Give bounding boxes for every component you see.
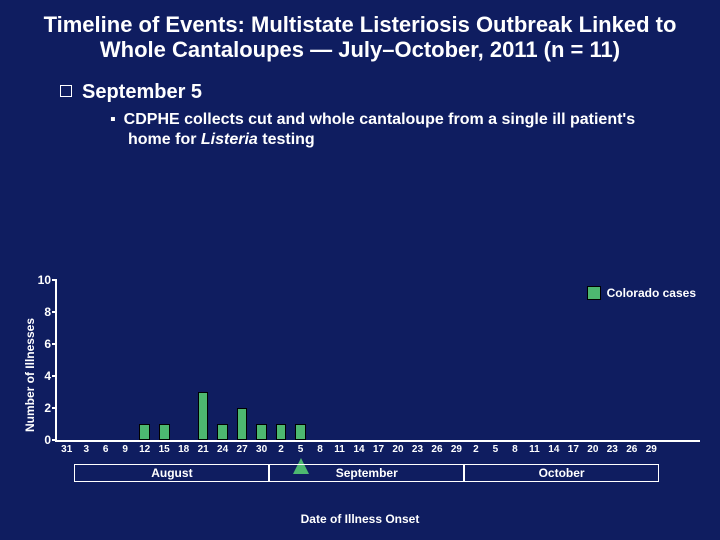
x-tick-label: 2 bbox=[473, 444, 479, 455]
x-tick-label: 20 bbox=[587, 444, 598, 455]
y-tick-mark bbox=[52, 439, 57, 441]
x-tick-label: 5 bbox=[298, 444, 304, 455]
x-tick-label: 9 bbox=[122, 444, 128, 455]
y-tick-label: 2 bbox=[29, 401, 51, 415]
y-tick-label: 4 bbox=[29, 369, 51, 383]
bar bbox=[276, 424, 287, 440]
x-tick-label: 17 bbox=[373, 444, 384, 455]
x-tick-label: 8 bbox=[512, 444, 518, 455]
bar bbox=[256, 424, 267, 440]
x-tick-label: 17 bbox=[568, 444, 579, 455]
x-tick-label: 29 bbox=[451, 444, 462, 455]
y-tick-label: 6 bbox=[29, 337, 51, 351]
y-tick-label: 10 bbox=[29, 273, 51, 287]
x-tick-label: 18 bbox=[178, 444, 189, 455]
x-tick-label: 11 bbox=[529, 444, 540, 455]
x-tick-label: 26 bbox=[431, 444, 442, 455]
bar bbox=[295, 424, 306, 440]
x-tick-label: 12 bbox=[139, 444, 150, 455]
x-tick-label: 3 bbox=[83, 444, 89, 455]
x-tick-label: 8 bbox=[317, 444, 323, 455]
bar bbox=[159, 424, 170, 440]
square-filled-bullet-icon: ▪ bbox=[110, 111, 116, 128]
month-cell: August bbox=[74, 464, 269, 482]
bullet-list: September 5 ▪CDPHE collects cut and whol… bbox=[0, 81, 720, 150]
x-tick-label: 24 bbox=[217, 444, 228, 455]
x-tick-label: 6 bbox=[103, 444, 109, 455]
bullet-date-text: September 5 bbox=[82, 81, 202, 103]
x-tick-label: 26 bbox=[626, 444, 637, 455]
bar bbox=[198, 392, 209, 440]
legend-label: Colorado cases bbox=[607, 286, 696, 300]
x-tick-label: 14 bbox=[548, 444, 559, 455]
x-tick-label: 2 bbox=[278, 444, 284, 455]
page-title: Timeline of Events: Multistate Listerios… bbox=[0, 0, 720, 71]
legend-swatch-icon bbox=[587, 286, 601, 300]
bar bbox=[237, 408, 248, 440]
bar bbox=[217, 424, 228, 440]
y-tick-mark bbox=[52, 279, 57, 281]
x-tick-label: 23 bbox=[607, 444, 618, 455]
x-tick-label: 15 bbox=[159, 444, 170, 455]
x-tick-label: 11 bbox=[334, 444, 345, 455]
y-tick-label: 0 bbox=[29, 433, 51, 447]
month-axis-row: AugustSeptemberOctober bbox=[55, 464, 700, 482]
bullet-level2: ▪CDPHE collects cut and whole cantaloupe… bbox=[110, 110, 660, 150]
plot-area: Colorado cases 0246810313691215182124273… bbox=[55, 280, 700, 442]
bullet-sub-post: testing bbox=[258, 131, 315, 148]
month-cell: September bbox=[269, 464, 464, 482]
x-tick-label: 31 bbox=[61, 444, 72, 455]
square-bullet-icon bbox=[60, 85, 72, 97]
bullet-sub-italic: Listeria bbox=[201, 131, 258, 148]
bar bbox=[139, 424, 150, 440]
x-tick-label: 14 bbox=[353, 444, 364, 455]
x-axis-label: Date of Illness Onset bbox=[10, 512, 710, 526]
x-tick-label: 23 bbox=[412, 444, 423, 455]
month-cell: October bbox=[464, 464, 659, 482]
legend: Colorado cases bbox=[587, 286, 696, 300]
y-tick-mark bbox=[52, 407, 57, 409]
x-tick-label: 21 bbox=[198, 444, 209, 455]
epi-curve-chart: Number of Illnesses Colorado cases 02468… bbox=[10, 280, 710, 530]
x-tick-label: 20 bbox=[392, 444, 403, 455]
y-tick-label: 8 bbox=[29, 305, 51, 319]
x-tick-label: 30 bbox=[256, 444, 267, 455]
x-tick-label: 29 bbox=[646, 444, 657, 455]
y-tick-mark bbox=[52, 375, 57, 377]
bullet-level1: September 5 bbox=[60, 81, 660, 104]
x-tick-label: 5 bbox=[493, 444, 499, 455]
y-tick-mark bbox=[52, 343, 57, 345]
y-tick-mark bbox=[52, 311, 57, 313]
x-tick-label: 27 bbox=[237, 444, 248, 455]
